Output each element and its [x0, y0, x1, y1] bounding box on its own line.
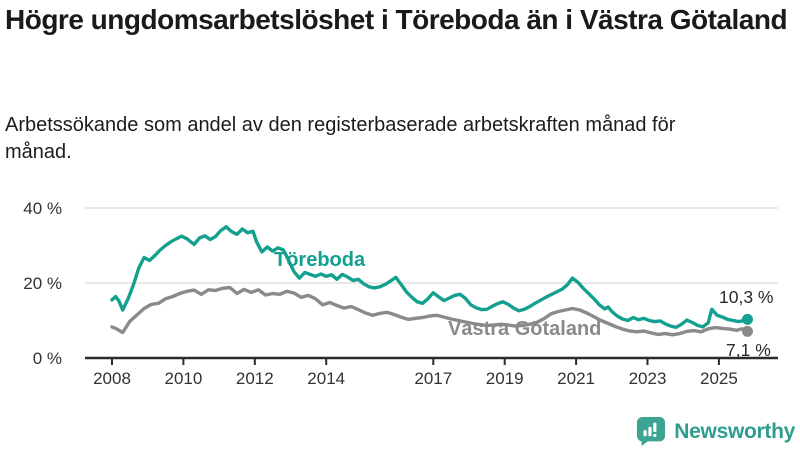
x-tick-label: 2014	[307, 369, 345, 388]
vastra-gotaland-end-value-label: 7,1 %	[726, 340, 771, 360]
x-tick-label: 2010	[164, 369, 202, 388]
vastra-gotaland-end-dot	[741, 325, 753, 337]
x-tick-label: 2021	[557, 369, 595, 388]
page-subtitle: Arbetssökande som andel av den registerb…	[5, 114, 676, 163]
toreboda-series-label: Töreboda	[274, 249, 366, 271]
x-tick-label: 2012	[236, 369, 274, 388]
brand-name: Newsworthy	[674, 419, 795, 443]
x-tick-label: 2025	[700, 369, 738, 388]
x-tick-label: 2008	[93, 369, 131, 388]
toreboda-end-value-label: 10,3 %	[719, 287, 773, 307]
bar-chart-speech-bubble-icon	[637, 416, 666, 447]
toreboda-end-dot	[741, 313, 753, 325]
x-tick-label: 2019	[486, 369, 524, 388]
vastra-gotaland-series-label: Västra Götaland	[448, 318, 601, 340]
toreboda-line	[110, 225, 750, 329]
y-tick-label: 20 %	[23, 274, 62, 293]
x-tick-label: 2017	[414, 369, 452, 388]
vastra-gotaland-line	[110, 285, 750, 337]
y-tick-label: 0 %	[33, 349, 62, 368]
y-tick-label: 40 %	[23, 199, 62, 218]
page-title: Högre ungdomsarbetslöshet i Töreboda än …	[5, 4, 788, 35]
newsworthy-logo[interactable]: Newsworthy	[636, 416, 795, 447]
x-tick-label: 2023	[629, 369, 667, 388]
